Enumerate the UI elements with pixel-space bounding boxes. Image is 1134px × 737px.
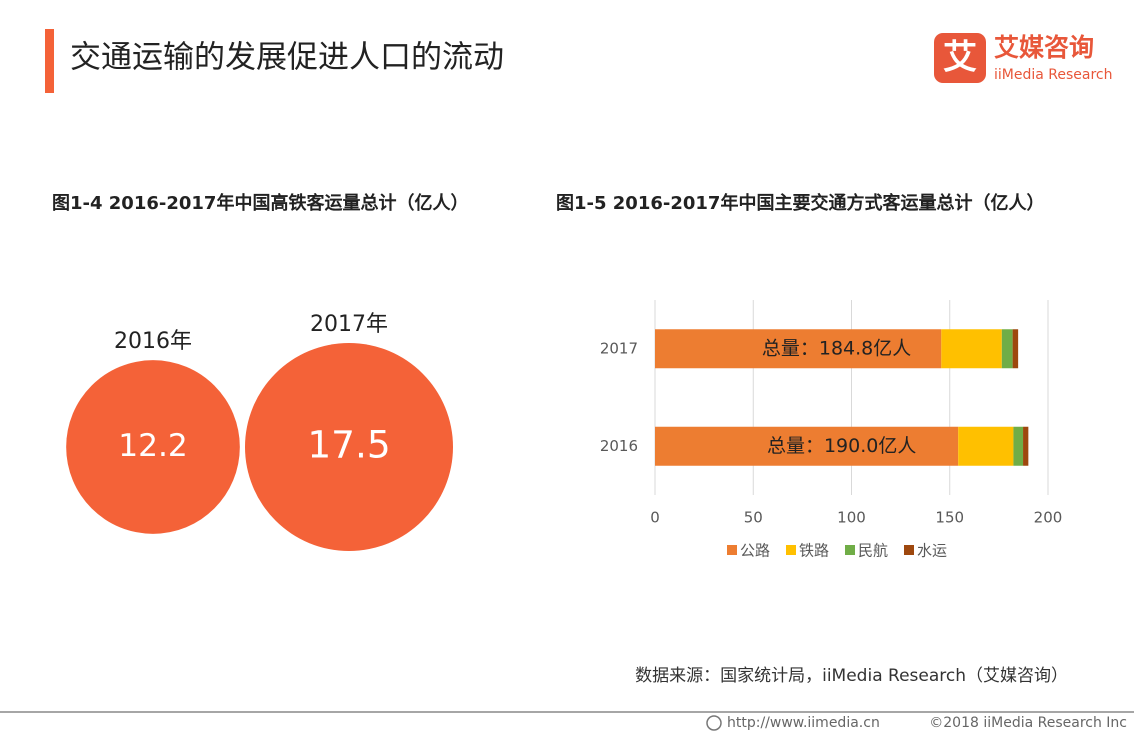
value-label: 17.5 [307, 423, 390, 467]
chart-title: 图1-5 2016-2017年中国主要交通方式客运量总计（亿人） [556, 192, 1044, 214]
bar-segment [1013, 426, 1024, 466]
footer-url: http://www.iimedia.cn [727, 715, 880, 731]
y-tick-label: 2017 [600, 339, 638, 357]
x-tick-label: 100 [837, 509, 866, 527]
bar-segment [1001, 329, 1013, 369]
globe-icon [706, 715, 722, 731]
value-label: 12.2 [118, 428, 188, 464]
legend-swatch [904, 545, 914, 555]
bar-segment [958, 426, 1014, 466]
logo-text: 艾媒咨询 [994, 33, 1094, 62]
bar-segment [1023, 426, 1029, 466]
bubble [66, 360, 240, 534]
x-tick-label: 200 [1034, 509, 1063, 527]
legend-swatch [845, 545, 855, 555]
legend-label: 水运 [917, 542, 947, 560]
page-title: 交通运输的发展促进人口的流动 [70, 40, 504, 76]
legend-label: 民航 [858, 542, 888, 560]
bubble [245, 343, 453, 551]
x-tick-label: 0 [650, 509, 660, 527]
title-accent [45, 29, 54, 93]
y-tick-label: 2016 [600, 437, 638, 455]
source: 数据来源：国家统计局，iiMedia Research（艾媒咨询） [635, 666, 1068, 686]
logo-icon [934, 33, 986, 83]
legend-label: 公路 [740, 542, 770, 560]
bar-segment [1012, 329, 1019, 369]
legend-swatch [727, 545, 737, 555]
legend-label: 铁路 [799, 542, 829, 560]
chart-title: 图1-4 2016-2017年中国高铁客运量总计（亿人） [52, 192, 468, 214]
logo-subtext: iiMedia Research [994, 67, 1113, 83]
bar-segment [941, 329, 1002, 369]
x-tick-label: 50 [744, 509, 763, 527]
total-annotation: 总量：190.0亿人 [767, 435, 916, 457]
bar-segment [655, 426, 959, 466]
category-label: 2016年 [114, 329, 192, 354]
bar-segment [655, 329, 942, 369]
footer-copyright: ©2018 iiMedia Research Inc [929, 715, 1127, 731]
legend-swatch [786, 545, 796, 555]
x-tick-label: 150 [935, 509, 964, 527]
logo-mark: 艾 [943, 38, 977, 78]
category-label: 2017年 [310, 312, 388, 337]
total-annotation: 总量：184.8亿人 [762, 337, 911, 359]
